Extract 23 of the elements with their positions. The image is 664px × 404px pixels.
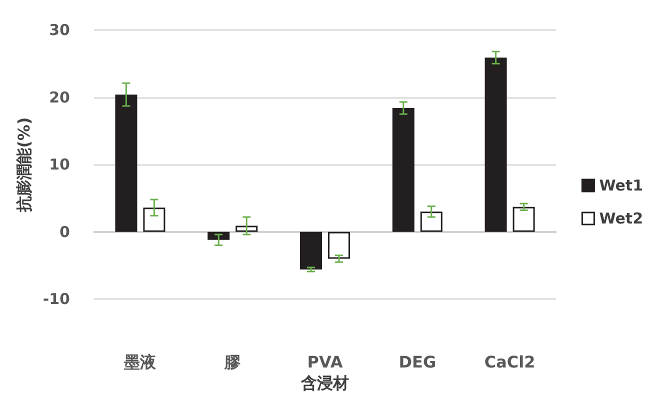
bar — [392, 108, 414, 232]
bar — [115, 94, 138, 232]
y-tick-label: 10 — [49, 156, 70, 174]
y-tick-label: -10 — [42, 290, 70, 308]
legend-label: Wet2 — [599, 210, 644, 228]
x-tick-label: 膠 — [224, 352, 242, 372]
bar — [236, 226, 258, 232]
bar — [484, 58, 507, 232]
x-tick-label: 墨液 — [123, 352, 158, 372]
bar — [420, 212, 442, 232]
bar — [143, 208, 166, 232]
bar — [328, 232, 350, 259]
x-tick-label: DEG — [398, 352, 436, 372]
x-axis-title: 含浸材 — [300, 374, 349, 392]
x-tick-label: CaCl2 — [484, 352, 536, 372]
y-tick-label: 30 — [49, 21, 70, 39]
legend-label: Wet1 — [599, 176, 644, 194]
y-tick-label: 0 — [60, 222, 70, 241]
bar — [512, 206, 535, 232]
y-tick-label: 20 — [49, 88, 70, 106]
y-axis-title: 抗膨潤能(%) — [14, 117, 34, 213]
bar — [300, 232, 322, 270]
x-tick-label: PVA — [307, 352, 344, 372]
